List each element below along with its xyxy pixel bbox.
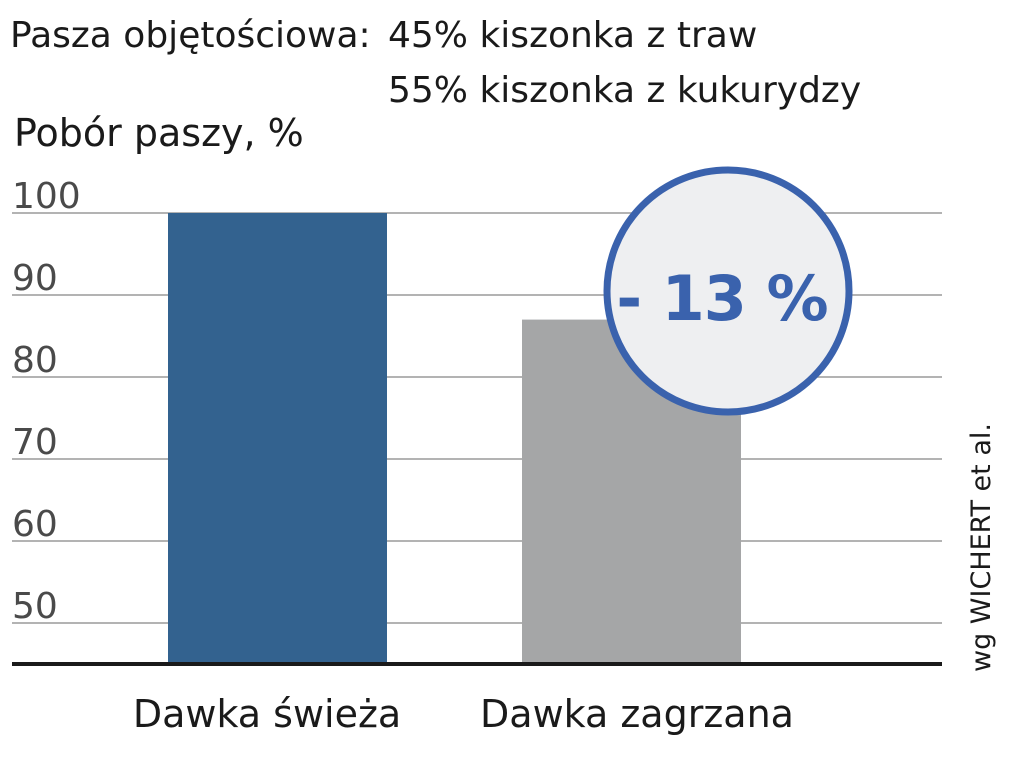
header-composition-line-1: 45% kiszonka z traw — [388, 15, 757, 56]
change-badge-circle — [603, 166, 853, 416]
y-tick-label: 70 — [12, 422, 58, 463]
y-tick-label: 90 — [12, 258, 58, 299]
y-tick-label: 60 — [12, 504, 58, 545]
change-badge-label: - 13 % — [616, 262, 827, 335]
y-tick-label: 50 — [12, 586, 58, 627]
header-label: Pasza objętościowa: — [10, 15, 371, 56]
y-axis-label: Pobór paszy, % — [14, 111, 304, 155]
bar-fresh — [168, 213, 387, 664]
y-tick-label: 100 — [12, 176, 81, 217]
change-badge: - 13 % — [603, 166, 853, 416]
x-category-label: Dawka zagrzana — [480, 692, 794, 736]
y-tick-label: 80 — [12, 340, 58, 381]
header-composition-line-2: 55% kiszonka z kukurydzy — [388, 70, 861, 111]
x-category-labels: Dawka świeża Dawka zagrzana — [133, 692, 794, 736]
y-tick-labels: 100 90 80 70 60 50 — [12, 176, 81, 627]
source-credit: wg WICHERT et al. — [966, 423, 997, 672]
x-category-label: Dawka świeża — [133, 692, 401, 736]
